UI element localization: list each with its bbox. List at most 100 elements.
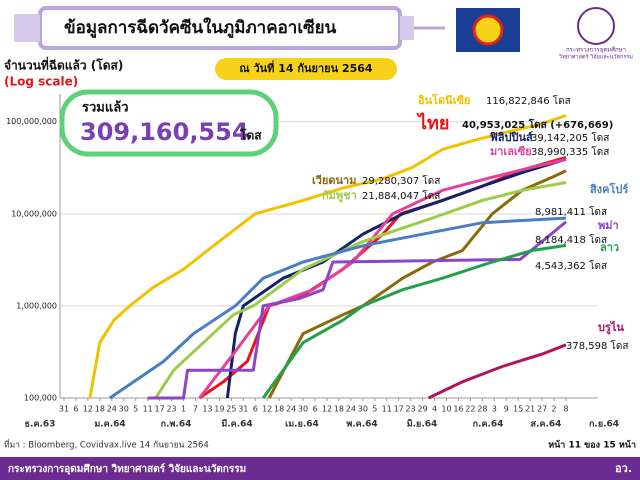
x-tick-label: 30 xyxy=(298,405,308,414)
value-label: 378,598 โดส xyxy=(566,339,629,352)
x-tick-label: 11 xyxy=(382,405,392,414)
legend-label: มาเลเซีย xyxy=(490,145,532,158)
x-tick-label: 5 xyxy=(133,405,138,414)
x-tick-label: 4 xyxy=(432,405,437,414)
x-tick-label: 16 xyxy=(453,405,463,414)
source: ที่มา : Bloomberg, Covidvax.live 14 กันย… xyxy=(4,439,209,451)
series-line xyxy=(154,181,567,399)
total-unit: โดส xyxy=(239,128,262,143)
x-tick-label: 30 xyxy=(119,405,129,414)
legend-label: กัมพูชา xyxy=(322,189,357,203)
x-group-label: ธ.ค.63 xyxy=(25,420,56,430)
value-label: 38,990,335 โดส xyxy=(531,145,609,158)
x-tick-label: 15 xyxy=(513,405,523,414)
x-tick-label: 8 xyxy=(563,405,568,414)
total-label: รวมแล้ว xyxy=(82,100,129,116)
x-tick-label: 3 xyxy=(492,405,497,414)
value-label: 4,543,362 โดส xyxy=(535,259,607,272)
x-tick-label: 12 xyxy=(262,405,272,414)
x-tick-label: 25 xyxy=(226,405,236,414)
y-axis-label: จำนวนที่ฉีดแล้ว (โดส) xyxy=(4,57,123,73)
legend-label: เวียดนาม xyxy=(312,174,356,187)
x-tick-label: 12 xyxy=(322,405,332,414)
x-tick-label: 19 xyxy=(214,405,224,414)
x-group-label: เม.ย.64 xyxy=(285,420,319,430)
x-tick-label: 18 xyxy=(274,405,284,414)
x-group-label: มี.ค.64 xyxy=(221,419,252,430)
x-tick-label: 31 xyxy=(59,405,69,414)
date: ณ วันที่ 14 กันยายน 2564 xyxy=(239,60,373,75)
date-pill xyxy=(215,58,397,80)
x-tick-label: 13 xyxy=(202,405,212,414)
x-tick-label: 6 xyxy=(253,405,258,414)
value-label: 29,280,307 โดส xyxy=(362,174,440,187)
legend-label: พม่า xyxy=(598,219,619,232)
x-tick-label: 31 xyxy=(238,405,248,414)
x-group-label: ม.ค.64 xyxy=(94,420,125,430)
series-line xyxy=(261,243,567,399)
x-tick-label: 5 xyxy=(372,405,377,414)
syringe-end xyxy=(400,16,414,40)
legend-label: บรูไน xyxy=(598,320,624,335)
x-group-label: มิ.ย.64 xyxy=(407,419,438,430)
plunger xyxy=(14,14,40,42)
x-tick-label: 24 xyxy=(346,405,356,414)
x-tick-label: 1 xyxy=(181,405,186,414)
x-tick-label: 6 xyxy=(312,405,317,414)
ministry-name: วิทยาศาสตร์ วิจัยและนวัตกรรม xyxy=(558,54,633,61)
footer-org: กระทรวงการอุดมศึกษา วิทยาศาสตร์ วิจัยและ… xyxy=(8,463,246,475)
x-tick-label: 24 xyxy=(286,405,296,414)
value-label: 8,981,411 โดส xyxy=(535,205,607,218)
title: ข้อมูลการฉีดวัคซีนในภูมิภาคอาเซียน xyxy=(64,17,337,39)
footer-org-short: อว. xyxy=(615,462,632,475)
x-tick-label: 9 xyxy=(504,405,509,414)
x-group-label: ก.พ.64 xyxy=(161,420,192,430)
y-tick-label: 1,000,000 xyxy=(16,301,57,310)
x-tick-label: 24 xyxy=(107,405,117,414)
series-line xyxy=(147,220,567,400)
ministry-logo xyxy=(577,7,615,45)
page-number: หน้า 11 ของ 15 หน้า xyxy=(548,440,636,451)
series-line xyxy=(225,157,567,399)
x-tick-label: 29 xyxy=(418,405,428,414)
x-tick-label: 17 xyxy=(155,405,165,414)
x-tick-label: 30 xyxy=(358,405,368,414)
y-tick-label: 100,000 xyxy=(24,394,57,403)
x-group-label: ก.ย.64 xyxy=(589,420,619,430)
x-group-label: ก.ค.64 xyxy=(473,420,504,430)
ministry-name: กระทรวงการอุดมศึกษา xyxy=(566,47,626,54)
asean-emblem xyxy=(472,14,504,46)
x-tick-label: 2 xyxy=(552,405,557,414)
series-line xyxy=(427,343,567,400)
value-label: 39,142,205 โดส xyxy=(531,131,609,144)
x-tick-label: 23 xyxy=(166,405,176,414)
x-tick-label: 7 xyxy=(193,405,198,414)
legend-label: ฟิลิปปินส์ xyxy=(490,131,534,144)
x-tick-label: 21 xyxy=(525,405,535,414)
footer-bar xyxy=(0,457,640,480)
x-tick-label: 17 xyxy=(394,405,404,414)
x-group-label: ส.ค.64 xyxy=(531,420,562,430)
x-tick-label: 22 xyxy=(465,405,475,414)
legend-label: สิงคโปร์ xyxy=(590,182,629,196)
x-tick-label: 18 xyxy=(95,405,105,414)
legend-label: ลาว xyxy=(600,241,619,254)
x-group-label: พ.ค.64 xyxy=(346,420,377,430)
total-value: 309,160,554 xyxy=(80,118,249,146)
value-label: 8,184,418 โดส xyxy=(535,233,607,246)
x-tick-label: 27 xyxy=(537,405,547,414)
x-tick-label: 11 xyxy=(143,405,153,414)
value-label: 116,822,846 โดส xyxy=(486,94,571,107)
legend-label: ไทย xyxy=(416,112,449,134)
x-tick-label: 28 xyxy=(477,405,487,414)
value-label: 40,953,025 โดส (+676,669) xyxy=(462,118,613,131)
scale-note: (Log scale) xyxy=(4,75,78,89)
y-tick-label: 10,000,000 xyxy=(11,209,57,218)
series-line xyxy=(108,216,567,400)
series-line xyxy=(88,114,567,399)
x-tick-label: 6 xyxy=(73,405,78,414)
total-box xyxy=(59,89,279,157)
y-tick-label: 100,000,000 xyxy=(6,117,57,126)
legend-label: อินโดนีเซีย xyxy=(418,93,471,107)
